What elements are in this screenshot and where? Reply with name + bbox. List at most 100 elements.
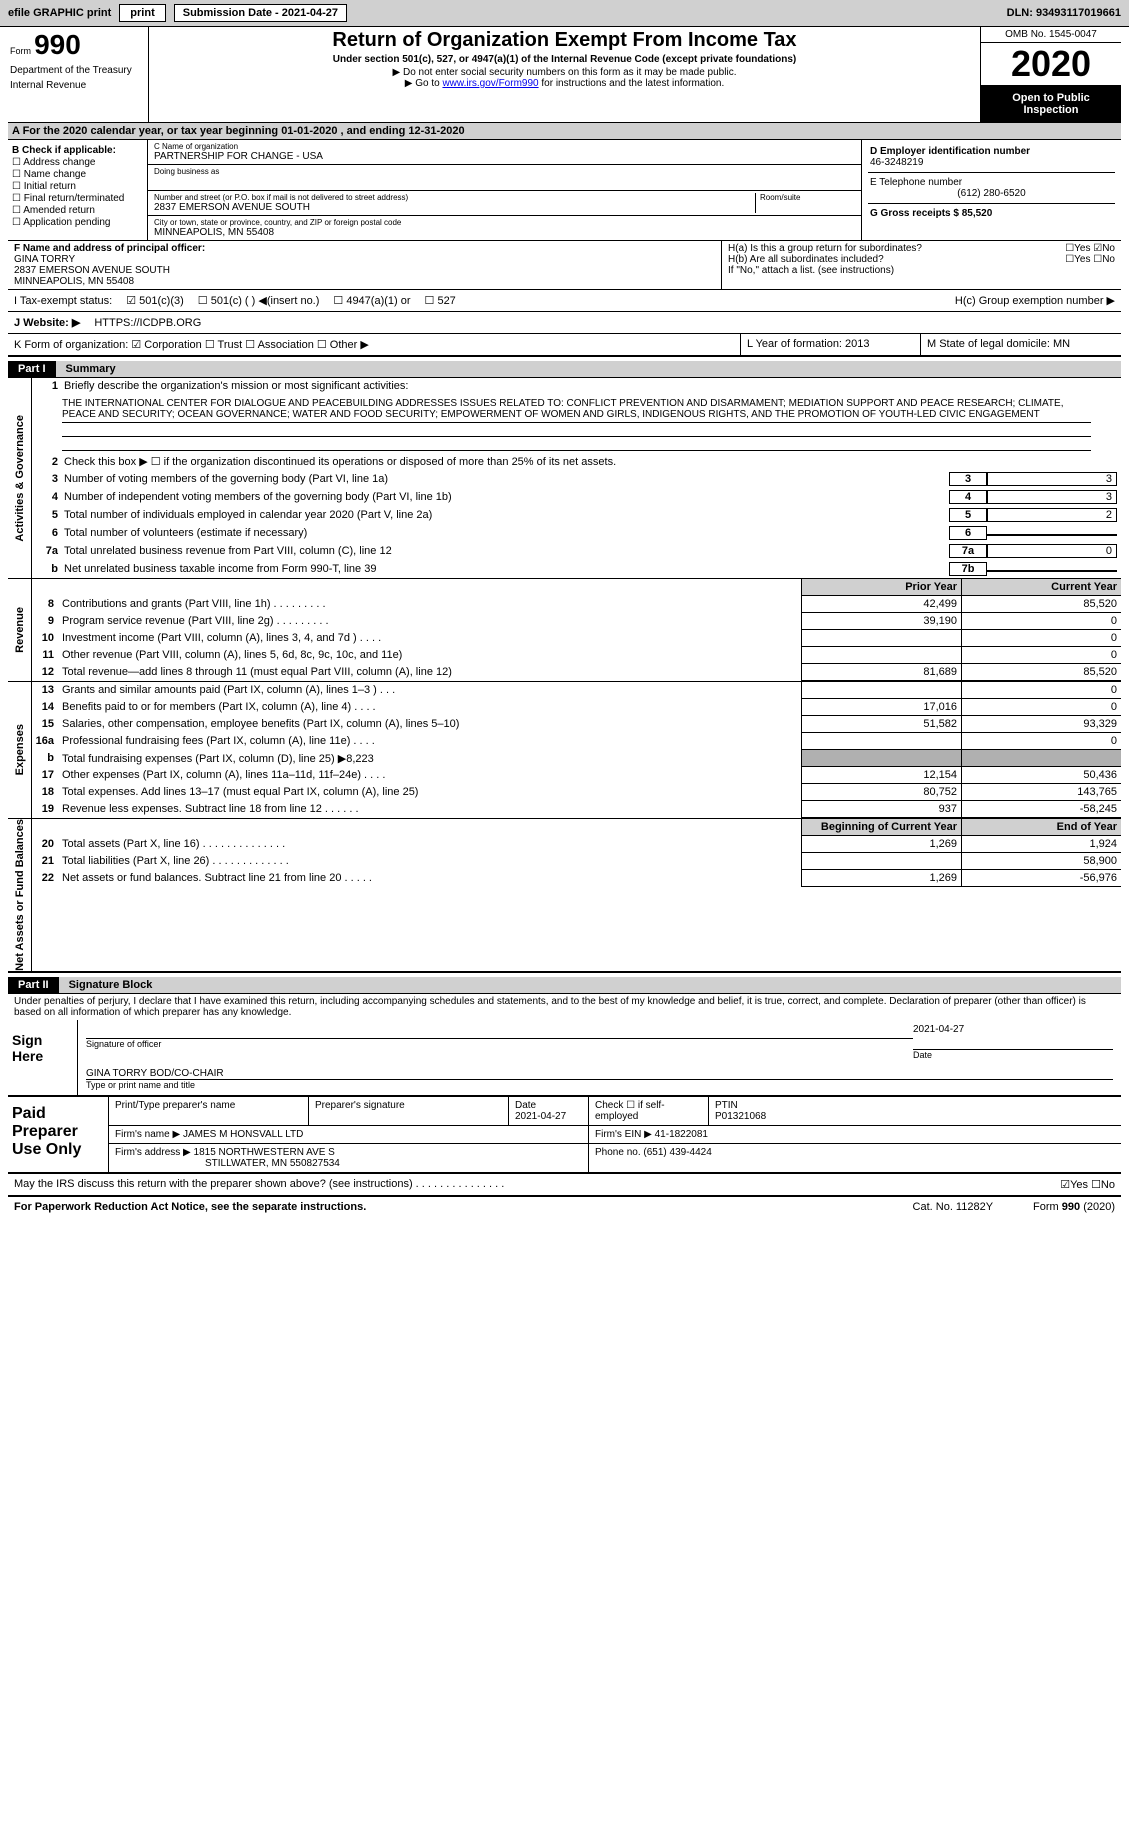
status-501c3[interactable]: ☑ 501(c)(3) (126, 294, 184, 307)
officer-label: F Name and address of principal officer: (14, 243, 715, 254)
firm-name: JAMES M HONSVALL LTD (183, 1129, 303, 1140)
governance-sidelabel: Activities & Governance (14, 415, 26, 542)
begin-year-header: Beginning of Current Year (801, 819, 961, 836)
line-text: Professional fundraising fees (Part IX, … (60, 733, 801, 750)
sig-date: 2021-04-27 (913, 1024, 1113, 1035)
m-state-domicile: M State of legal domicile: MN (921, 334, 1121, 355)
discuss-text: May the IRS discuss this return with the… (14, 1178, 504, 1190)
current-year-value: 0 (961, 699, 1121, 716)
line-num: 15 (32, 716, 60, 733)
line-text: Total fundraising expenses (Part IX, col… (60, 750, 801, 767)
status-527[interactable]: ☐ 527 (425, 294, 456, 307)
open-public-badge: Open to Public Inspection (981, 86, 1121, 122)
line-num: 9 (32, 613, 60, 630)
current-year-value (961, 750, 1121, 767)
dept-irs: Internal Revenue (10, 80, 146, 91)
footer-catno: Cat. No. 11282Y (913, 1201, 994, 1213)
sign-here-label: Sign Here (8, 1020, 78, 1095)
prior-year-value: 51,582 (801, 716, 961, 733)
cb-final-return[interactable]: ☐ Final return/terminated (12, 193, 143, 204)
ha-answer[interactable]: ☐Yes ☑No (1065, 243, 1115, 254)
part2-tab: Part II (8, 977, 59, 994)
firm-addr: 1815 NORTHWESTERN AVE S (194, 1147, 335, 1158)
prep-self-employed[interactable]: Check ☐ if self-employed (589, 1097, 709, 1125)
note-ssn: ▶ Do not enter social security numbers o… (159, 67, 970, 78)
footer-formref: Form 990 (2020) (1033, 1201, 1115, 1213)
prior-year-value (801, 647, 961, 664)
l-year-formation: L Year of formation: 2013 (741, 334, 921, 355)
section-b-header: B Check if applicable: (12, 145, 143, 156)
part1-label: Summary (56, 361, 1121, 378)
prior-year-value: 80,752 (801, 784, 961, 801)
cb-initial-return[interactable]: ☐ Initial return (12, 181, 143, 192)
ein-value: 46-3248219 (870, 157, 1113, 168)
firm-name-label: Firm's name ▶ (115, 1129, 180, 1140)
prior-year-value (801, 630, 961, 647)
subtitle: Under section 501(c), 527, or 4947(a)(1)… (159, 54, 970, 65)
prior-year-value (801, 682, 961, 699)
hb-answer[interactable]: ☐Yes ☐No (1065, 254, 1115, 265)
line-text: Total unrelated business revenue from Pa… (64, 545, 949, 557)
room-label: Room/suite (760, 193, 855, 202)
line-num: 13 (32, 682, 60, 699)
tax-year: 2020 (981, 43, 1121, 86)
cb-address-change[interactable]: ☐ Address change (12, 157, 143, 168)
org-name: PARTNERSHIP FOR CHANGE - USA (154, 151, 855, 162)
line-num: 11 (32, 647, 60, 664)
line-text: Revenue less expenses. Subtract line 18 … (60, 801, 801, 818)
officer-print-label: Type or print name and title (86, 1080, 195, 1090)
dba-label: Doing business as (154, 167, 855, 176)
line-text: Total liabilities (Part X, line 26) . . … (60, 853, 801, 870)
line-value (987, 570, 1117, 572)
line-text: Contributions and grants (Part VIII, lin… (60, 596, 801, 613)
cb-name-change[interactable]: ☐ Name change (12, 169, 143, 180)
status-4947[interactable]: ☐ 4947(a)(1) or (333, 294, 410, 307)
cb-pending[interactable]: ☐ Application pending (12, 217, 143, 228)
line-num: 7a (36, 545, 64, 557)
line-num: b (32, 750, 60, 767)
line-value: 0 (987, 544, 1117, 558)
submission-date: Submission Date - 2021-04-27 (174, 4, 347, 22)
note-goto: ▶ Go to www.irs.gov/Form990 for instruct… (159, 78, 970, 89)
prior-year-value: 81,689 (801, 664, 961, 681)
irs-link[interactable]: www.irs.gov/Form990 (442, 78, 538, 89)
line-text: Benefits paid to or for members (Part IX… (60, 699, 801, 716)
ein-label: D Employer identification number (870, 146, 1113, 157)
cb-amended[interactable]: ☐ Amended return (12, 205, 143, 216)
line-text: Program service revenue (Part VIII, line… (60, 613, 801, 630)
line-text: Net assets or fund balances. Subtract li… (60, 870, 801, 887)
line-text: Other expenses (Part IX, column (A), lin… (60, 767, 801, 784)
current-year-value: 0 (961, 733, 1121, 750)
firm-ein: 41-1822081 (655, 1129, 708, 1140)
page-title: Return of Organization Exempt From Incom… (159, 29, 970, 52)
discuss-answer[interactable]: ☑Yes ☐No (1060, 1178, 1115, 1191)
prior-year-value (801, 750, 961, 767)
line-num: 3 (36, 473, 64, 485)
status-501c[interactable]: ☐ 501(c) ( ) ◀(insert no.) (198, 294, 320, 307)
current-year-value: 50,436 (961, 767, 1121, 784)
officer-name: GINA TORRY (14, 254, 715, 265)
print-button[interactable]: print (119, 4, 165, 22)
line-num: 21 (32, 853, 60, 870)
officer-addr2: MINNEAPOLIS, MN 55408 (14, 276, 715, 287)
prep-date-label: Date (515, 1100, 536, 1111)
current-year-value: 0 (961, 682, 1121, 699)
line-num: 17 (32, 767, 60, 784)
k-form-of-org[interactable]: K Form of organization: ☑ Corporation ☐ … (8, 334, 741, 355)
gross-receipts: G Gross receipts $ 85,520 (870, 208, 1113, 219)
line-num: b (36, 563, 64, 575)
dln-label: DLN: 93493117019661 (1007, 7, 1121, 19)
header-bar: efile GRAPHIC print print Submission Dat… (0, 0, 1129, 27)
line-ref: 7a (949, 544, 987, 558)
mission-blank2 (62, 437, 1091, 451)
line-num: 19 (32, 801, 60, 818)
line-num: 18 (32, 784, 60, 801)
line-text: Number of voting members of the governin… (64, 473, 949, 485)
officer-print-name: GINA TORRY BOD/CO-CHAIR (86, 1068, 1113, 1079)
current-year-value: -58,245 (961, 801, 1121, 818)
mission-text: THE INTERNATIONAL CENTER FOR DIALOGUE AN… (62, 396, 1091, 423)
end-year-header: End of Year (961, 819, 1121, 836)
prep-name-label: Print/Type preparer's name (109, 1097, 309, 1125)
line-text: Salaries, other compensation, employee b… (60, 716, 801, 733)
current-year-value: 0 (961, 647, 1121, 664)
